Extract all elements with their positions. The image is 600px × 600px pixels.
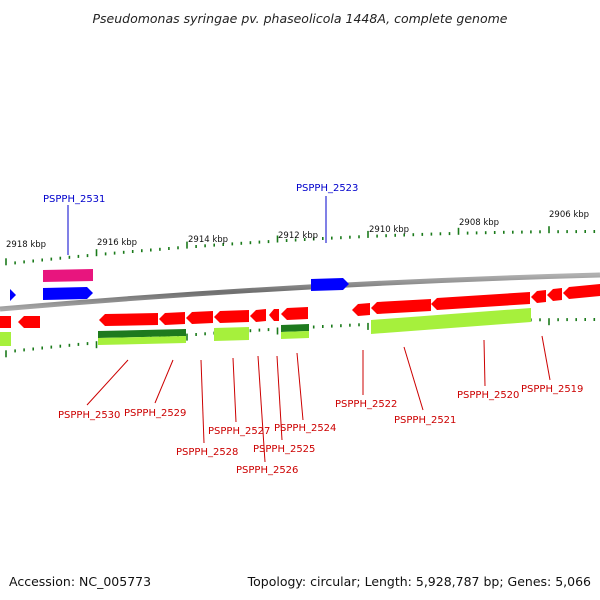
- gene-label[interactable]: PSPPH_2521: [394, 415, 456, 426]
- kbp-label: 2910 kbp: [369, 225, 409, 235]
- label-leader-lines: [67, 196, 551, 463]
- gene-arrow-forward[interactable]: [10, 289, 16, 301]
- gene-arrow-reverse[interactable]: [547, 288, 562, 301]
- gene-band-light[interactable]: [371, 308, 531, 334]
- gene-arrow-reverse[interactable]: [563, 284, 600, 299]
- kbp-label: 2916 kbp: [97, 238, 137, 248]
- gene-label[interactable]: PSPPH_2524: [274, 423, 336, 434]
- reverse-gene-labels: PSPPH_2530 PSPPH_2529 PSPPH_2528 PSPPH_2…: [58, 384, 583, 476]
- gene-label[interactable]: PSPPH_2520: [457, 390, 519, 401]
- genome-backbone: [0, 272, 600, 312]
- reverse-strand-features: [0, 284, 600, 346]
- gene-arrow-reverse[interactable]: [186, 311, 213, 324]
- gene-arrow-reverse[interactable]: [281, 307, 308, 320]
- gene-arrow-forward[interactable]: [311, 278, 349, 291]
- gene-band-dark[interactable]: [281, 324, 309, 332]
- gene-label[interactable]: PSPPH_2530: [58, 410, 120, 421]
- gene-arrow-reverse[interactable]: [214, 310, 249, 323]
- gene-band-light[interactable]: [0, 332, 11, 346]
- forward-strand-features: [10, 269, 349, 301]
- gene-arrow-reverse[interactable]: [431, 292, 530, 310]
- gene-label[interactable]: PSPPH_2523: [296, 183, 358, 194]
- map-title: Pseudomonas syringae pv. phaseolicola 14…: [92, 11, 507, 26]
- gene-label[interactable]: PSPPH_2519: [521, 384, 583, 395]
- gene-arrow-reverse[interactable]: [371, 299, 431, 314]
- gene-label[interactable]: PSPPH_2526: [236, 465, 298, 476]
- accession-text: Accession: NC_005773: [9, 574, 151, 589]
- gene-arrow-reverse[interactable]: [159, 312, 185, 325]
- gene-band-light[interactable]: [214, 327, 249, 341]
- outer-tick-row: [5, 226, 596, 266]
- kbp-label: 2908 kbp: [459, 218, 499, 228]
- gene-arrow-reverse[interactable]: [18, 316, 40, 328]
- gene-arrow-reverse[interactable]: [0, 316, 11, 328]
- gene-band-light[interactable]: [281, 331, 309, 339]
- gene-arrow-forward[interactable]: [43, 287, 93, 300]
- gene-band-light[interactable]: [98, 336, 186, 345]
- gene-arrow-reverse[interactable]: [250, 309, 266, 322]
- kbp-label: 2912 kbp: [278, 231, 318, 241]
- genome-summary-text: Topology: circular; Length: 5,928,787 bp…: [247, 574, 591, 589]
- gene-band-dark[interactable]: [98, 329, 186, 338]
- gene-arrow-reverse[interactable]: [531, 290, 546, 303]
- kbp-label: 2914 kbp: [188, 235, 228, 245]
- gene-label[interactable]: PSPPH_2525: [253, 444, 315, 455]
- gene-arrow-reverse[interactable]: [99, 313, 158, 326]
- forward-gene-labels: PSPPH_2531 PSPPH_2523: [43, 183, 358, 205]
- gene-arrow-reverse[interactable]: [352, 303, 370, 316]
- rna-feature[interactable]: [43, 269, 93, 282]
- gene-arrow-reverse[interactable]: [269, 309, 279, 321]
- kbp-label: 2918 kbp: [6, 240, 46, 250]
- kbp-label: 2906 kbp: [549, 210, 589, 220]
- gene-label[interactable]: PSPPH_2528: [176, 447, 238, 458]
- gene-label[interactable]: PSPPH_2529: [124, 408, 186, 419]
- gene-label[interactable]: PSPPH_2531: [43, 194, 105, 205]
- gene-label[interactable]: PSPPH_2522: [335, 399, 397, 410]
- gene-label[interactable]: PSPPH_2527: [208, 426, 270, 437]
